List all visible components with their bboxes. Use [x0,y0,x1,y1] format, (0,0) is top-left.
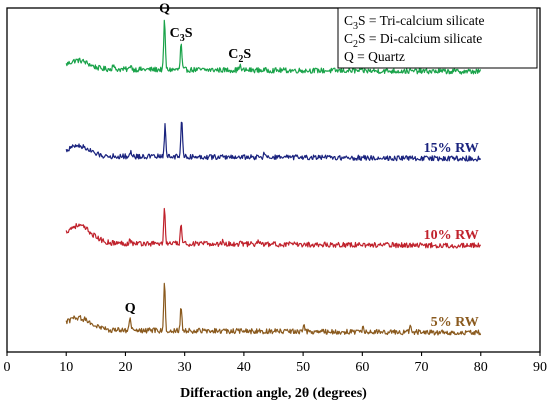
legend-entry: C2S = Di-calcium silicate [344,31,482,50]
peak-label: Q [159,2,170,17]
peak-label: C3S [170,26,193,44]
x-tick-label: 20 [118,360,132,375]
x-tick-label: 10 [59,360,73,375]
peak-label: Q [125,301,136,316]
legend-entry: C3S = Tri-calcium silicate [344,13,485,32]
x-tick-label: 50 [296,360,310,375]
legend-box [337,7,538,69]
legend-entry: Q = Quartz [344,49,405,64]
x-tick-label: 60 [355,360,369,375]
x-axis: 0 10 20 30 40 50 60 70 80 90 [4,7,547,375]
series-line-10pct-rw [65,207,482,249]
series-line-25pct-rw [65,19,482,75]
series-label-5pct-rw: 5% RW [431,315,479,330]
x-tick-label: 0 [4,360,11,375]
series-line-5pct-rw [65,282,482,336]
x-tick-label: 90 [533,360,547,375]
x-tick-label: 40 [237,360,251,375]
x-tick-label: 70 [415,360,429,375]
x-axis-title: Differaction angle, 2θ (degrees) [180,386,367,401]
series-line-15pct-rw [65,121,482,162]
series-label-15pct-rw: 15% RW [424,141,479,156]
x-tick-label: 30 [178,360,192,375]
peak-label: C2S [228,47,251,65]
series-label-10pct-rw: 10% RW [424,228,479,243]
plot-frame [6,7,541,353]
x-tick-label: 80 [474,360,488,375]
